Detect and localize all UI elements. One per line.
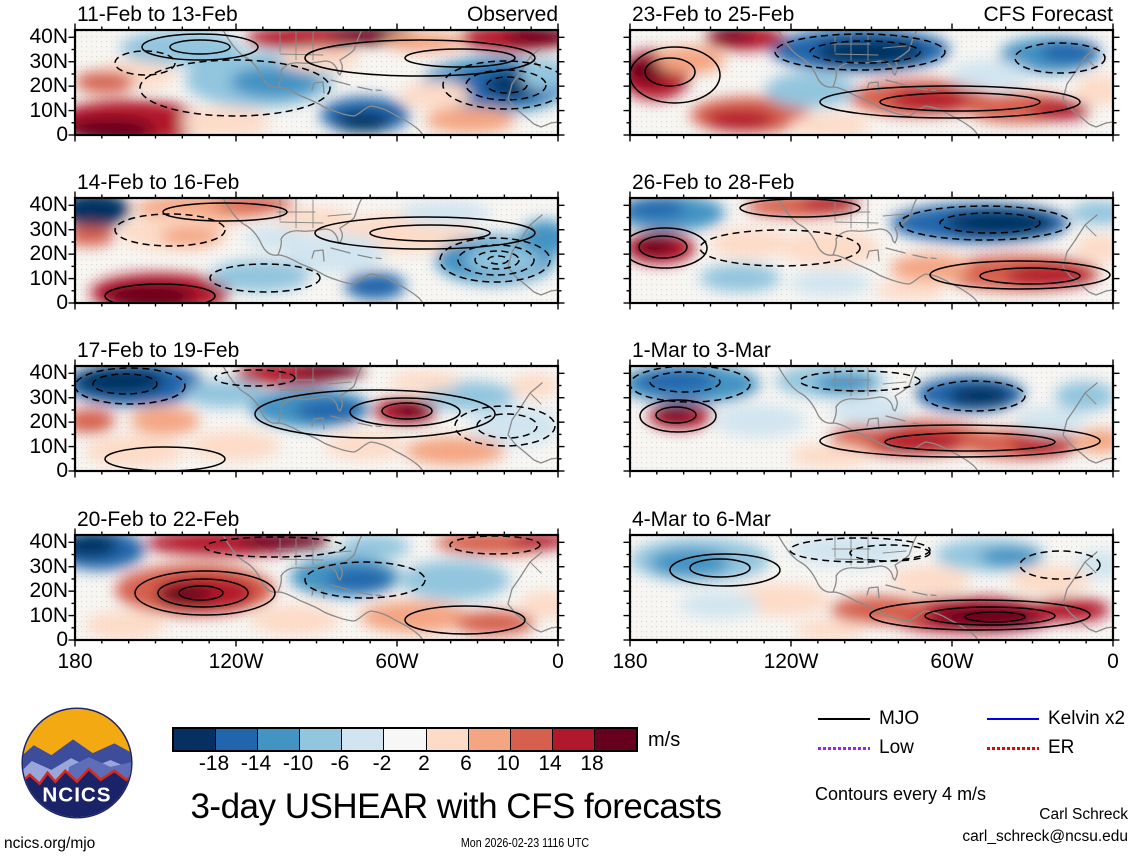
colorbar-tick-label: -2 xyxy=(372,752,392,775)
colorbar-cell xyxy=(258,729,301,750)
logo-text: NCICS xyxy=(42,783,111,806)
map-panel-obs-4: 20-Feb to 22-Feb xyxy=(68,508,565,647)
map-panel-obs-3: 17-Feb to 19-Feb xyxy=(68,339,565,478)
panel-source-label: Observed xyxy=(466,3,558,26)
map-canvas xyxy=(623,359,1120,478)
timestamp: Mon 2026-02-23 1116 UTC xyxy=(460,835,590,850)
map-canvas xyxy=(68,359,565,478)
panel-title: 17-Feb to 19-Feb xyxy=(77,339,240,362)
colorbar-tick-label: 14 xyxy=(538,752,562,775)
colorbar-tick-label: 2 xyxy=(418,752,430,775)
colorbar-cell xyxy=(216,729,259,750)
y-axis-tick-label: 40N xyxy=(29,530,68,554)
map-canvas xyxy=(68,191,565,310)
legend-item-low: Low xyxy=(818,737,914,759)
y-axis-tick-label: 20N xyxy=(29,242,68,266)
y-axis-tick-label: 0 xyxy=(56,459,68,482)
colorbar-tick-label: -18 xyxy=(198,752,230,775)
x-axis-tick-label: 60W xyxy=(930,650,974,673)
legend-label: Low xyxy=(879,737,914,758)
map-panel-fcst-4: 4-Mar to 6-Mar xyxy=(623,508,1120,647)
panel-title: 23-Feb to 25-Feb xyxy=(632,3,795,26)
x-axis-tick-label: 120W xyxy=(763,650,819,673)
colorbar-cell xyxy=(552,729,595,750)
panel-title: 14-Feb to 16-Feb xyxy=(77,171,240,194)
colorbar-units-label: m/s xyxy=(648,729,681,751)
colorbar-cell xyxy=(174,729,217,750)
legend-item-mjo: MJO xyxy=(818,708,919,730)
contour-interval-note: Contours every 4 m/s xyxy=(815,784,987,804)
map-panel-fcst-3: 1-Mar to 3-Mar xyxy=(623,339,1120,478)
y-axis-tick-label: 40N xyxy=(29,361,68,385)
legend-label: Kelvin x2 xyxy=(1048,708,1126,729)
panel-title: 11-Feb to 13-Feb xyxy=(77,3,238,26)
x-axis-tick-label: 120W xyxy=(208,650,264,673)
y-axis-tick-label: 10N xyxy=(29,603,68,627)
map-panel-obs-2: 14-Feb to 16-Feb xyxy=(68,171,565,310)
legend-item-er: ER xyxy=(987,737,1074,759)
y-axis-tick-label: 10N xyxy=(29,434,68,458)
y-axis-tick-label: 0 xyxy=(56,628,68,651)
panel-title: 4-Mar to 6-Mar xyxy=(632,508,771,531)
map-canvas xyxy=(68,23,565,142)
colorbar-cell xyxy=(300,729,343,750)
y-axis-tick-label: 20N xyxy=(29,410,68,434)
x-axis-tick-label: 0 xyxy=(1107,650,1119,673)
colorbar-tick-label: 10 xyxy=(496,752,520,775)
colorbar-cell xyxy=(342,729,385,750)
y-axis-tick-label: 30N xyxy=(29,217,68,241)
ncics-logo: NCICS xyxy=(21,707,133,819)
figure-title: 3-day USHEAR with CFS forecasts xyxy=(190,787,722,826)
map-canvas xyxy=(623,191,1120,310)
y-axis-tick-label: 20N xyxy=(29,579,68,603)
x-axis-tick-label: 60W xyxy=(375,650,419,673)
y-axis-tick-label: 20N xyxy=(29,74,68,98)
map-canvas xyxy=(68,528,565,647)
y-axis-tick-label: 30N xyxy=(29,385,68,409)
credit-name: Carl Schreck xyxy=(1039,806,1128,823)
colorbar xyxy=(172,727,638,752)
x-axis-tick-label: 180 xyxy=(57,650,93,673)
y-axis-tick-label: 30N xyxy=(29,49,68,73)
colorbar-cell xyxy=(426,729,469,750)
y-axis-tick-label: 30N xyxy=(29,554,68,578)
credit-email: carl_schreck@ncsu.edu xyxy=(962,828,1128,845)
colorbar-tick-label: 6 xyxy=(460,752,472,775)
colorbar-tick-label: -10 xyxy=(282,752,314,775)
colorbar-cell xyxy=(510,729,553,750)
map-panel-fcst-1: 23-Feb to 25-Feb CFS Forecast xyxy=(623,3,1120,142)
y-axis-tick-label: 10N xyxy=(29,266,68,290)
panel-title: 26-Feb to 28-Feb xyxy=(632,171,795,194)
map-canvas xyxy=(623,23,1120,142)
mjo-line-sample xyxy=(818,718,870,720)
panel-title: 1-Mar to 3-Mar xyxy=(632,339,771,362)
map-panel-obs-1: 11-Feb to 13-Feb Observed xyxy=(68,3,565,142)
colorbar-tick-label: -6 xyxy=(330,752,350,775)
website-link: ncics.org/mjo xyxy=(4,835,96,852)
colorbar-cell xyxy=(468,729,511,750)
map-canvas xyxy=(623,528,1120,647)
y-axis-tick-label: 40N xyxy=(29,25,68,49)
y-axis-tick-label: 0 xyxy=(56,123,68,146)
legend-label: ER xyxy=(1048,737,1075,758)
colorbar-tick-label: 18 xyxy=(580,752,604,775)
panel-title: 20-Feb to 22-Feb xyxy=(77,508,240,531)
colorbar-cell xyxy=(384,729,427,750)
panel-source-label: CFS Forecast xyxy=(983,3,1113,26)
er-line-sample xyxy=(987,746,1039,750)
map-panel-fcst-2: 26-Feb to 28-Feb xyxy=(623,171,1120,310)
legend-label: MJO xyxy=(879,708,920,729)
y-axis-tick-label: 40N xyxy=(29,193,68,217)
x-axis-tick-label: 180 xyxy=(612,650,648,673)
legend-item-kelvin: Kelvin x2 xyxy=(987,708,1125,730)
y-axis-tick-label: 0 xyxy=(56,291,68,314)
colorbar-cell xyxy=(594,729,637,750)
y-axis-tick-label: 10N xyxy=(29,98,68,122)
low-line-sample xyxy=(818,746,870,750)
kelvin-line-sample xyxy=(987,718,1039,720)
colorbar-tick-label: -14 xyxy=(240,752,272,775)
x-axis-tick-label: 0 xyxy=(552,650,564,673)
